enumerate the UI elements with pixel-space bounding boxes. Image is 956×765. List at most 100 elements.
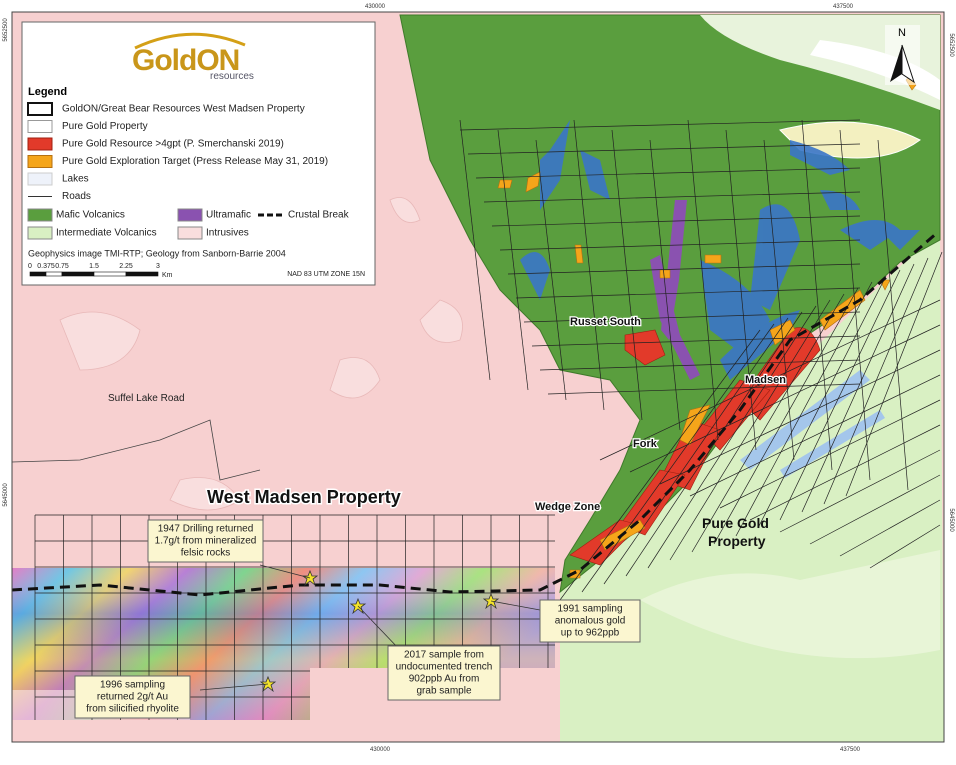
callout-text: 1.7g/t from mineralized — [155, 536, 257, 547]
callout-box — [539, 599, 641, 643]
blue-units — [520, 120, 920, 478]
callout-text: undocumented trench — [396, 662, 493, 673]
legend-box — [21, 21, 376, 286]
claim-line — [845, 251, 943, 497]
callout-text: from silicified rhyolite — [86, 704, 179, 715]
claim-line — [523, 311, 861, 323]
scale-segment — [61, 271, 95, 277]
scale-segment — [29, 271, 47, 277]
claim-line — [459, 119, 861, 131]
claim-line — [689, 374, 941, 497]
logo: GoldON — [132, 44, 239, 77]
claim-line — [809, 474, 941, 545]
claim-line — [515, 287, 861, 299]
claim-line — [801, 119, 833, 471]
coord: 5652500 — [3, 18, 9, 42]
logo-tagline: resources — [210, 71, 254, 82]
projection: NAD 83 UTM ZONE 15N — [287, 271, 365, 278]
legend-swatch — [27, 208, 53, 222]
coord: 437500 — [833, 4, 854, 10]
claim-line — [659, 349, 941, 485]
scale-label: 1.5 — [89, 263, 99, 270]
coord: 5645000 — [948, 508, 954, 532]
pink-patches — [59, 197, 463, 511]
callout-lines — [199, 564, 541, 691]
legend-swatch — [27, 102, 53, 116]
callout-box — [387, 645, 501, 701]
label-russet: Russet South — [570, 316, 641, 328]
claim-line — [535, 139, 567, 401]
claim-line — [629, 324, 941, 473]
legend-swatch — [27, 137, 53, 151]
claim-line — [507, 263, 861, 275]
claim-line — [459, 119, 491, 381]
north-label: N — [898, 27, 906, 39]
claim-line — [713, 287, 859, 545]
legend-label: Mafic Volcanics — [56, 210, 125, 221]
claim-line — [719, 399, 941, 509]
claim-line — [869, 524, 941, 569]
callout-text: up to 962ppb — [561, 628, 620, 639]
label-madsen: Madsen — [745, 374, 786, 386]
claim-line — [467, 143, 861, 155]
legend-label: Pure Gold Property — [62, 121, 148, 132]
claim-line — [491, 215, 861, 227]
claim-line — [581, 323, 775, 593]
top-pale — [700, 15, 940, 110]
scale-segment — [125, 271, 159, 277]
scale-unit: Km — [162, 272, 173, 279]
coord: 5645000 — [3, 483, 9, 507]
callout-text: anomalous gold — [555, 616, 626, 627]
logo-arc — [134, 32, 246, 50]
scale-segment — [93, 271, 127, 277]
callout-text: returned 2g/t Au — [97, 692, 168, 703]
scale-segment — [45, 271, 63, 277]
callout-text: 2017 sample from — [404, 650, 484, 661]
legend-swatch — [27, 155, 53, 168]
label-wedge: Wedge Zone — [535, 501, 600, 513]
claim-line — [801, 263, 915, 513]
legend-swatch — [27, 172, 53, 186]
claim-line — [669, 299, 831, 561]
north-arrow: N — [885, 25, 920, 85]
claim-line — [603, 317, 789, 585]
coord: 430000 — [365, 4, 386, 10]
legend-label: Intermediate Volcanics — [56, 228, 157, 239]
claim-line — [483, 191, 861, 203]
legend-swatch — [177, 226, 203, 240]
scale-label: 2.25 — [119, 263, 133, 270]
claim-line — [559, 329, 761, 601]
claim-line — [779, 269, 901, 521]
claim-line — [499, 239, 861, 251]
claim-grid — [34, 119, 943, 720]
claim-line — [877, 139, 909, 491]
legend-label: Intrusives — [206, 228, 249, 239]
claim-line — [647, 305, 817, 569]
legend-label: Pure Gold Resource >4gpt (P. Smerchanski… — [62, 139, 284, 150]
callout-text: felsic rocks — [181, 548, 230, 559]
claim-line — [749, 424, 941, 521]
claim-line — [691, 293, 845, 553]
claim-line — [611, 129, 643, 421]
claim-line — [649, 139, 681, 431]
claim-line — [547, 383, 861, 395]
callout-box — [147, 519, 264, 563]
pale-area — [640, 550, 940, 659]
callout-text: 1947 Drilling returned — [158, 524, 254, 535]
coord: 430000 — [370, 747, 391, 753]
scale-label: 0.375 — [37, 263, 55, 270]
claim-line — [687, 119, 719, 441]
label-road: Suffel Lake Road — [108, 393, 185, 404]
legend-label: Lakes — [62, 174, 89, 185]
claim-line — [735, 281, 873, 537]
legend-swatch — [27, 120, 53, 133]
label-pure-gold: Property — [708, 533, 766, 549]
claim-line — [599, 299, 941, 461]
label-pure-gold: Pure Gold — [702, 515, 769, 531]
coord: 5652500 — [948, 33, 954, 57]
road — [11, 419, 261, 481]
legend-swatch — [27, 226, 53, 240]
claim-line — [625, 311, 803, 577]
callout-text: 1996 sampling — [100, 680, 165, 691]
